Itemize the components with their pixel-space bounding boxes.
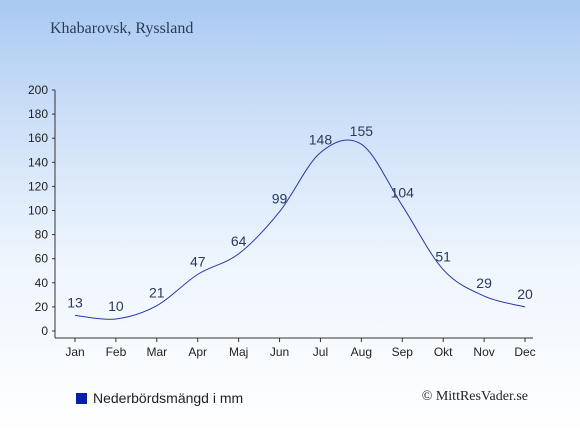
y-tick-label: 20 <box>35 300 49 314</box>
x-tick-label: Jan <box>65 345 84 359</box>
y-tick-label: 200 <box>28 83 48 97</box>
y-tick-label: 180 <box>28 107 48 121</box>
x-tick-label: Sep <box>392 345 414 359</box>
y-tick-label: 0 <box>41 324 48 338</box>
data-label: 104 <box>391 185 415 201</box>
data-label: 47 <box>190 253 206 269</box>
y-tick-label: 100 <box>28 204 48 218</box>
x-tick-label: Okt <box>434 345 453 359</box>
precipitation-line <box>74 139 526 320</box>
data-label: 64 <box>231 233 247 249</box>
x-tick-label: Apr <box>188 345 207 359</box>
data-label: 20 <box>517 286 533 302</box>
x-tick-label: Jun <box>270 345 289 359</box>
y-tick-label: 160 <box>28 131 48 145</box>
copyright-text: © MittResVader.se <box>421 389 528 404</box>
y-tick-label: 140 <box>28 155 48 169</box>
data-label: 148 <box>309 132 333 148</box>
legend: Nederbördsmängd i mm <box>76 390 243 406</box>
chart-title: Khabarovsk, Ryssland <box>50 20 194 37</box>
data-label: 29 <box>476 275 492 291</box>
data-label: 155 <box>350 123 374 139</box>
x-tick-label: Maj <box>229 345 248 359</box>
x-tick-label: Jul <box>313 345 328 359</box>
data-label: 13 <box>67 294 83 310</box>
data-label: 99 <box>272 191 288 207</box>
x-tick-label: Dec <box>514 345 535 359</box>
tick-labels: 0 20 40 60 80 100 120 140 160 180 200 Jan Feb Mar Apr M… <box>28 83 536 359</box>
legend-label: Nederbördsmängd i mm <box>93 390 244 406</box>
x-tick-label: Aug <box>351 345 372 359</box>
y-tick-label: 80 <box>35 228 49 242</box>
x-tick-label: Nov <box>473 345 494 359</box>
data-label: 21 <box>149 285 165 301</box>
legend-swatch <box>76 392 87 404</box>
x-tick-label: Feb <box>106 345 127 359</box>
y-tick-label: 60 <box>35 252 49 266</box>
x-tick-label: Mar <box>146 345 167 359</box>
data-labels: 13 10 21 47 64 99 148 155 104 51 29 20 <box>67 123 533 314</box>
y-tick-label: 120 <box>28 179 48 193</box>
y-tick-label: 40 <box>35 276 49 290</box>
data-label: 51 <box>435 249 451 265</box>
axes <box>52 89 533 342</box>
data-label: 10 <box>108 298 124 314</box>
